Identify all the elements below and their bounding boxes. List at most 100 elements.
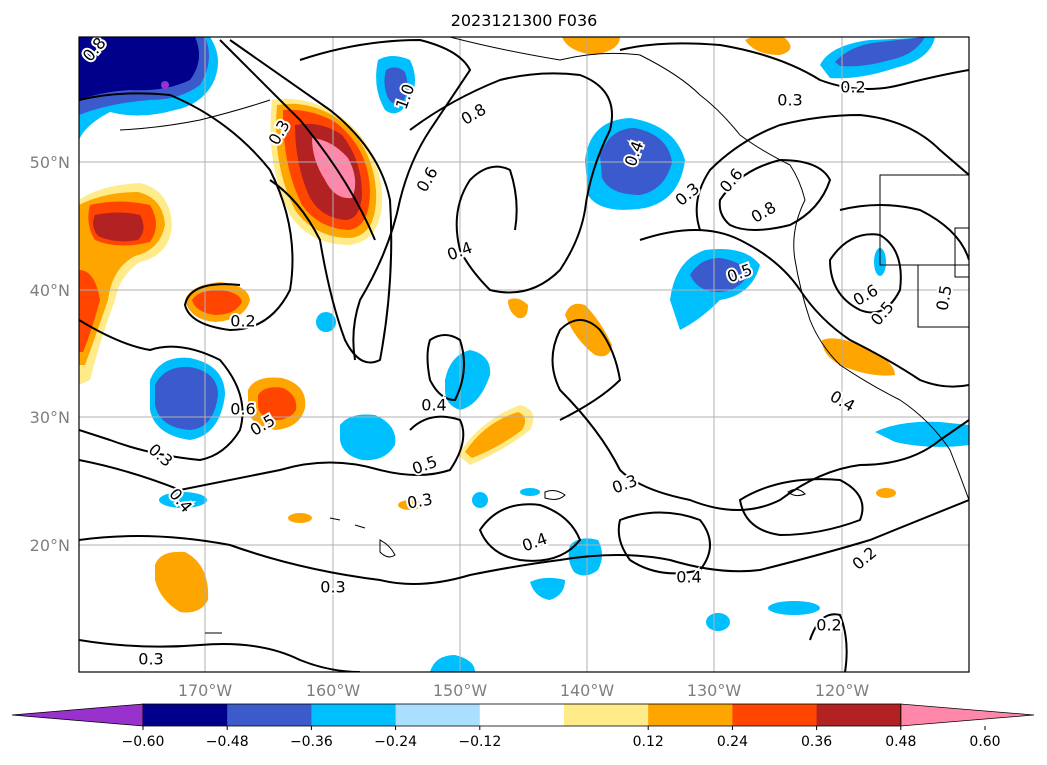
- colorbar-tick-label: 0.48: [885, 734, 916, 750]
- positive-area: [155, 551, 209, 613]
- colorbar-frame: [142, 703, 902, 727]
- colorbar-segment: [564, 704, 649, 726]
- contour-line: [299, 38, 472, 361]
- north-america-coastline: [449, 37, 969, 501]
- figure-title: 2023121300 F036: [451, 11, 598, 30]
- map-frame: [78, 36, 970, 673]
- positive-area: [288, 513, 312, 523]
- lon-label: 140°W: [560, 681, 615, 700]
- positive-area: [565, 303, 612, 357]
- contour-label: 0.3: [777, 91, 802, 110]
- positive-area: [312, 138, 356, 199]
- negative-area: [875, 421, 969, 447]
- colorbar-segment: [311, 704, 397, 726]
- contour-line: [617, 511, 711, 575]
- colorbar-tick-label: −0.48: [206, 734, 249, 750]
- positive-area: [508, 298, 528, 319]
- colorbar-tick-label: 0.12: [633, 734, 664, 750]
- lat-label: 40°N: [30, 281, 70, 300]
- lon-label: 130°W: [687, 681, 742, 700]
- colorbar-tick-label: 0.36: [801, 734, 832, 750]
- contour-line: [551, 319, 969, 511]
- small-island: [544, 490, 566, 500]
- negative-area: [530, 577, 565, 600]
- contour-line: [718, 158, 832, 231]
- contour-line: [828, 233, 902, 314]
- lon-label: 160°W: [306, 681, 361, 700]
- map-panel: 0.31.00.80.60.40.20.60.50.40.30.40.50.30…: [79, 37, 969, 672]
- contour-label: 0.2: [816, 616, 841, 635]
- colorbar-segment: [227, 704, 312, 726]
- contour-line: [426, 334, 465, 402]
- colorbar-tick-label: −0.24: [374, 734, 417, 750]
- negative-area: [159, 492, 207, 508]
- colorbar-segment: [143, 704, 228, 726]
- negative-area: [155, 366, 218, 430]
- contour-line: [695, 113, 969, 231]
- contour-line: [219, 39, 376, 241]
- contour-line: [639, 229, 969, 388]
- contour-line: [79, 319, 244, 462]
- positive-area: [822, 338, 895, 376]
- colorbar-extend-max: [900, 703, 1035, 727]
- colorbar-extend-min: [11, 703, 144, 727]
- hawaii-islands: [329, 517, 396, 558]
- negative-area: [161, 81, 169, 89]
- positive-area: [745, 37, 791, 55]
- negative-area: [384, 67, 408, 104]
- colorbar-segment: [479, 704, 565, 726]
- colorbar-segment: [816, 704, 902, 726]
- contour-line: [839, 204, 969, 261]
- aleutian-islands: [119, 99, 271, 131]
- contour-line: [79, 415, 465, 492]
- contour-line: [79, 499, 969, 585]
- contour-line: [409, 72, 613, 294]
- positive-area: [258, 387, 297, 420]
- lat-label: 20°N: [30, 536, 70, 555]
- contour-line: [809, 613, 848, 672]
- colorbar-segment: [648, 704, 733, 726]
- negative-area: [768, 601, 820, 615]
- contour-line: [79, 639, 361, 672]
- contour-label: 0.2: [840, 78, 865, 97]
- negative-area: [430, 655, 475, 672]
- contour-line: [79, 92, 294, 332]
- lon-label: 170°W: [178, 681, 233, 700]
- coastlines: [119, 37, 969, 634]
- latitude-labels: 50°N 40°N 30°N 20°N: [30, 153, 70, 555]
- negative-area: [316, 312, 336, 332]
- contour-lines: [79, 38, 969, 672]
- colorbar-tick-label: −0.12: [458, 734, 501, 750]
- positive-area: [562, 37, 620, 55]
- contour-line: [738, 478, 864, 537]
- contour-line: [619, 42, 969, 90]
- positive-area: [876, 488, 896, 498]
- negative-area: [520, 488, 540, 496]
- negative-area: [472, 492, 488, 508]
- negative-area: [835, 37, 925, 67]
- longitude-labels: 170°W 160°W 150°W 140°W 130°W 120°W: [178, 681, 870, 700]
- contour-label: 0.4: [421, 396, 446, 415]
- positive-area: [398, 500, 422, 510]
- negative-area: [706, 613, 730, 631]
- contour-line: [478, 503, 582, 562]
- colorbar-tick-label: −0.60: [122, 734, 165, 750]
- contour-label: 0.3: [320, 578, 345, 597]
- colorbar-segment: [395, 704, 481, 726]
- negative-area: [79, 37, 199, 100]
- negative-area: [340, 414, 396, 461]
- colorbar: −0.60 −0.48 −0.36 −0.24 −0.12 0.12 0.24 0.36 0.4…: [11, 703, 1035, 750]
- contour-label: 0.6: [230, 400, 255, 419]
- colorbar-tick-label: 0.24: [717, 734, 748, 750]
- contour-label: 0.2: [230, 312, 255, 331]
- positive-area: [93, 212, 144, 242]
- lat-label: 30°N: [30, 408, 70, 427]
- lon-label: 120°W: [815, 681, 870, 700]
- colorbar-tick-label: −0.36: [290, 734, 333, 750]
- contour-label: 0.3: [138, 650, 163, 669]
- contour-line: [229, 39, 393, 364]
- state-borders: [879, 174, 969, 328]
- negative-area: [690, 258, 748, 292]
- positive-area: [465, 412, 526, 458]
